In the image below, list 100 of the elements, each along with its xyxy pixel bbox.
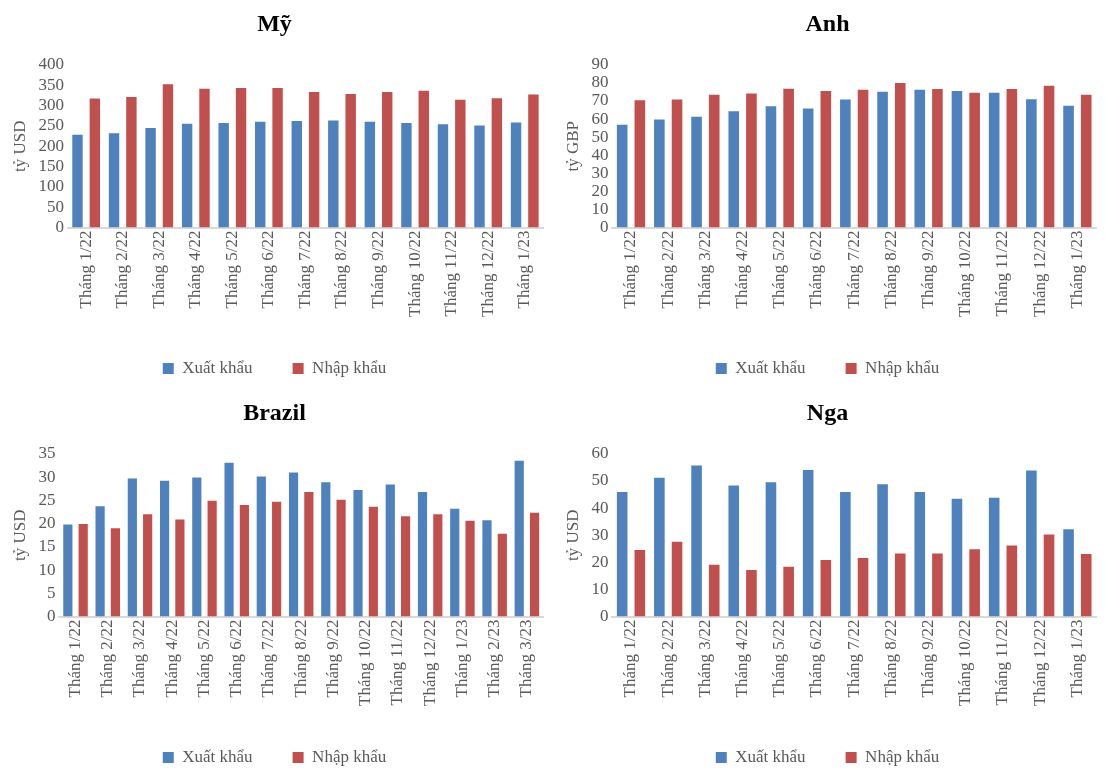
x-tick-label: Tháng 1/23 [1066,230,1086,309]
bar [894,553,906,617]
bar [783,566,794,617]
y-tick-label: 5 [46,582,56,602]
y-tick-label: 35 [38,443,56,463]
legend-label: Xuất khẩu [182,357,254,377]
bar [110,528,121,617]
bar [385,484,395,617]
bar [368,506,378,617]
bar [1026,99,1037,228]
x-tick-label: Tháng 9/22 [918,230,938,309]
x-tick-label: Tháng 9/22 [368,230,388,309]
bar [1026,470,1037,617]
bar [491,98,503,228]
x-tick-label: Tháng 8/22 [290,619,310,698]
bar [708,94,720,228]
y-tick-label: 15 [38,536,56,556]
x-tick-label: Tháng 12/22 [1029,619,1049,706]
bar [857,89,869,228]
x-tick-label: Tháng 8/22 [880,619,900,698]
chart-title: Anh [805,9,850,36]
y-tick-label: 10 [591,578,609,598]
y-tick-label: 30 [591,524,609,544]
bar [840,492,851,617]
x-tick-label: Tháng 1/22 [620,619,640,698]
bar [746,569,757,617]
bar [482,520,492,617]
x-tick-label: Tháng 1/23 [1066,619,1086,698]
x-tick-label: Tháng 4/22 [732,230,752,309]
bar [914,492,926,617]
y-axis-title: tỷ USD [562,509,582,561]
x-tick-label: Tháng 3/22 [694,619,714,698]
legend-label: Xuất khẩu [735,746,807,766]
bar [437,124,449,228]
bar [802,108,814,228]
x-tick-label: Tháng 3/23 [516,619,536,698]
x-tick-label: Tháng 10/22 [404,230,424,317]
x-tick-label: Tháng 3/22 [694,230,714,309]
bar [1043,534,1055,617]
y-tick-label: 0 [46,606,56,626]
bar [820,91,832,228]
y-tick-label: 60 [591,108,609,128]
x-tick-label: Tháng 4/22 [185,230,205,309]
x-tick-label: Tháng 6/22 [258,230,278,309]
legend-label: Nhập khẩu [312,746,387,766]
x-tick-label: Tháng 12/22 [477,230,497,317]
x-tick-label: Tháng 5/22 [769,230,789,309]
x-tick-label: Tháng 10/22 [955,619,975,706]
bar [256,476,266,617]
x-tick-label: Tháng 9/22 [918,619,938,698]
x-tick-label: Tháng 2/23 [484,619,504,698]
x-tick-label: Tháng 6/22 [226,619,246,698]
bar [671,99,683,228]
bar [255,121,266,228]
bar [634,100,646,228]
bar [126,96,137,228]
bar [988,497,1000,617]
bar [969,92,980,228]
x-tick-label: Tháng 1/22 [75,230,95,309]
bar [1080,94,1092,228]
bar [207,500,217,617]
bar [932,553,943,617]
y-tick-label: 0 [599,217,609,237]
y-tick-label: 40 [591,144,609,164]
y-tick-label: 50 [591,470,609,490]
y-axis-title: tỷ USD [9,120,29,172]
bar [671,541,683,617]
bar [63,524,73,617]
bar [616,492,628,617]
bar [199,88,210,228]
bar [528,94,539,228]
x-tick-label: Tháng 2/22 [112,230,132,309]
y-tick-label: 90 [591,54,609,74]
x-tick-label: Tháng 3/22 [148,230,168,309]
y-tick-label: 300 [38,94,64,114]
bar [143,514,153,617]
y-tick-label: 350 [38,74,64,94]
bar [328,120,339,228]
bar [239,504,249,617]
x-tick-label: Tháng 11/22 [992,619,1012,706]
x-tick-label: Tháng 7/22 [843,230,863,309]
bar [162,84,174,228]
bar [224,462,234,617]
bar [783,88,794,228]
bar [1063,529,1074,617]
x-tick-label: Tháng 6/22 [806,619,826,698]
y-tick-label: 250 [38,115,64,135]
y-tick-label: 40 [591,497,609,517]
legend-label: Nhập khẩu [865,357,940,377]
bar [654,477,665,617]
x-tick-label: Tháng 5/22 [769,619,789,698]
y-tick-label: 100 [38,176,64,196]
bar [1006,89,1018,228]
y-tick-label: 0 [55,217,64,237]
bar [364,121,376,228]
bar [433,514,443,617]
bar [951,91,963,228]
bar [654,119,665,228]
y-tick-label: 10 [591,198,609,218]
legend-label: Nhập khẩu [865,746,940,766]
